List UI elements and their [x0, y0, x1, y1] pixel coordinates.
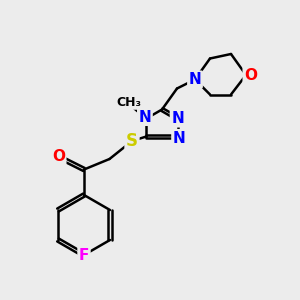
Text: N: N — [139, 110, 151, 124]
Text: O: O — [52, 148, 65, 164]
Text: N: N — [171, 111, 184, 126]
Text: N: N — [189, 72, 201, 87]
Text: N: N — [173, 130, 185, 146]
Text: O: O — [244, 68, 257, 82]
Text: CH₃: CH₃ — [116, 95, 141, 109]
Text: S: S — [126, 132, 138, 150]
Text: F: F — [79, 248, 89, 262]
